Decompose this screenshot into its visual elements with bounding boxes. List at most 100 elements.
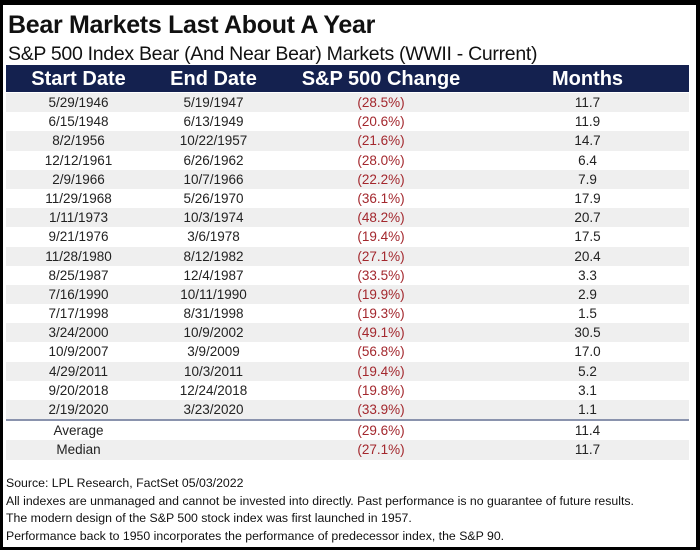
- cell-months: 11.4: [574, 423, 601, 439]
- cell-start-date: 5/29/1946: [48, 95, 109, 110]
- table-row: 8/2/1956 10/22/1957 (21.6%) 14.7: [6, 131, 689, 151]
- cell-end-date: 10/3/1974: [183, 210, 244, 226]
- cell-change: (33.5%): [357, 267, 405, 283]
- table-row: 10/9/2007 3/9/2009 (56.8%) 17.0: [6, 342, 689, 361]
- source-note: Source: LPL Research, FactSet 05/03/2022: [6, 476, 244, 490]
- cell-end-date: 5/26/1970: [183, 190, 244, 206]
- cell-start-date: 3/24/2000: [48, 325, 109, 341]
- cell-change: (56.8%): [357, 344, 405, 360]
- cell-months: 1.1: [578, 402, 597, 417]
- table-body: 5/29/1946 5/19/1947 (28.5%) 11.7 6/15/1948 6/…: [6, 93, 689, 460]
- cell-months: 3.3: [578, 267, 597, 283]
- summary-divider: [6, 419, 689, 422]
- cell-end-date: 10/9/2002: [183, 325, 244, 341]
- cell-start-date: 12/12/1961: [44, 152, 113, 168]
- cell-months: 7.9: [578, 171, 597, 187]
- cell-end-date: 8/31/1998: [183, 306, 244, 322]
- cell-months: 17.0: [574, 344, 601, 360]
- cell-end-date: 10/7/1966: [183, 171, 244, 187]
- cell-start-date: Median: [56, 442, 101, 458]
- cell-start-date: 9/21/1976: [48, 229, 109, 245]
- cell-end-date: 10/22/1957: [179, 133, 248, 149]
- table-row: 7/17/1998 8/31/1998 (19.3%) 1.5: [6, 304, 689, 323]
- cell-end-date: 12/24/2018: [179, 382, 248, 398]
- cell-change: (29.6%): [357, 423, 405, 439]
- cell-start-date: 9/20/2018: [48, 382, 109, 398]
- cell-end-date: 5/19/1947: [183, 95, 244, 110]
- table-row: 9/21/1976 3/6/1978 (19.4%) 17.5: [6, 227, 689, 246]
- cell-months: 1.5: [578, 306, 597, 322]
- cell-change: (27.1%): [357, 248, 405, 264]
- cell-change: (22.2%): [357, 171, 405, 187]
- disclaimer-line: All indexes are unmanaged and cannot be …: [6, 493, 634, 508]
- cell-change: (36.1%): [357, 190, 405, 206]
- cell-months: 3.1: [578, 382, 597, 398]
- cell-months: 11.9: [574, 114, 601, 130]
- cell-start-date: 8/25/1987: [48, 267, 109, 283]
- table-row: 6/15/1948 6/13/1949 (20.6%) 11.9: [6, 112, 689, 131]
- cell-change: (19.4%): [357, 363, 405, 379]
- cell-start-date: 4/29/2011: [48, 363, 109, 379]
- cell-start-date: 7/16/1990: [48, 286, 109, 302]
- cell-change: (27.1%): [357, 442, 405, 458]
- cell-start-date: 8/2/1956: [52, 133, 105, 149]
- cell-months: 11.7: [574, 95, 601, 110]
- cell-change: (19.3%): [357, 306, 405, 322]
- cell-end-date: 10/3/2011: [183, 363, 244, 379]
- cell-months: 20.4: [574, 248, 601, 264]
- table-row: 12/12/1961 6/26/1962 (28.0%) 6.4: [6, 151, 689, 170]
- disclaimer-line: The modern design of the S&P 500 stock i…: [6, 511, 412, 526]
- cell-change: (19.9%): [357, 286, 405, 302]
- table-row: 3/24/2000 10/9/2002 (49.1%) 30.5: [6, 323, 689, 343]
- header-months: Months: [551, 68, 624, 90]
- summary-row: Median (27.1%) 11.7: [6, 440, 689, 460]
- table-row: 1/11/1973 10/3/1974 (48.2%) 20.7: [6, 208, 689, 228]
- cell-months: 5.2: [578, 363, 597, 379]
- cell-months: 17.5: [574, 229, 601, 245]
- cell-months: 6.4: [578, 152, 597, 168]
- cell-end-date: 3/23/2020: [183, 402, 244, 417]
- cell-change: (19.8%): [357, 382, 405, 398]
- cell-start-date: 11/28/1980: [45, 248, 112, 264]
- cell-end-date: 10/11/1990: [180, 286, 247, 302]
- cell-change: (28.0%): [357, 152, 405, 168]
- cell-months: 11.7: [574, 442, 601, 458]
- cell-end-date: 3/6/1978: [187, 229, 240, 245]
- cell-months: 14.7: [574, 133, 601, 149]
- cell-change: (21.6%): [357, 133, 405, 149]
- cell-end-date: 6/13/1949: [183, 114, 244, 130]
- footnotes: Source: LPL Research, FactSet 05/03/2022…: [6, 475, 634, 546]
- table-row: 2/9/1966 10/7/1966 (22.2%) 7.9: [6, 169, 689, 189]
- header-start-date: Start Date: [31, 68, 126, 90]
- table-row: 11/29/1968 5/26/1970 (36.1%) 17.9: [6, 189, 689, 208]
- cell-end-date: 6/26/1962: [183, 152, 244, 168]
- cell-end-date: 12/4/1987: [183, 267, 244, 283]
- cell-change: (28.5%): [357, 95, 405, 110]
- cell-change: (20.6%): [357, 114, 405, 130]
- cell-start-date: 2/9/1966: [52, 171, 105, 187]
- page-subtitle: S&P 500 Index Bear (And Near Bear) Marke…: [8, 43, 538, 65]
- cell-start-date: 10/9/2007: [48, 344, 109, 360]
- summary-row: Average (29.6%) 11.4: [6, 421, 689, 440]
- table-row: 5/29/1946 5/19/1947 (28.5%) 11.7: [6, 93, 689, 113]
- table-row: 2/19/2020 3/23/2020 (33.9%) 1.1: [6, 400, 689, 420]
- cell-months: 30.5: [574, 325, 601, 341]
- cell-change: (49.1%): [357, 325, 405, 341]
- document-panel: Bear Markets Last About A Year S&P 500 I…: [3, 5, 696, 547]
- cell-change: (48.2%): [357, 210, 405, 226]
- cell-start-date: 11/29/1968: [45, 190, 112, 206]
- cell-change: (33.9%): [357, 402, 405, 417]
- disclaimer-line: Performance back to 1950 incorporates th…: [6, 529, 505, 544]
- table-row: 7/16/1990 10/11/1990 (19.9%) 2.9: [6, 284, 689, 305]
- cell-end-date: 8/12/1982: [183, 248, 244, 264]
- cell-start-date: Average: [53, 423, 104, 439]
- table-header: Start Date End Date S&P 500 Change Month…: [6, 65, 689, 92]
- table-row: 4/29/2011 10/3/2011 (19.4%) 5.2: [6, 361, 689, 381]
- table-row: 9/20/2018 12/24/2018 (19.8%) 3.1: [6, 381, 689, 400]
- header-change: S&P 500 Change: [301, 68, 461, 90]
- table-row: 8/25/1987 12/4/1987 (33.5%) 3.3: [6, 266, 689, 285]
- page-title: Bear Markets Last About A Year: [8, 11, 376, 39]
- cell-start-date: 2/19/2020: [48, 402, 109, 417]
- cell-months: 17.9: [574, 190, 601, 206]
- cell-start-date: 7/17/1998: [48, 306, 109, 322]
